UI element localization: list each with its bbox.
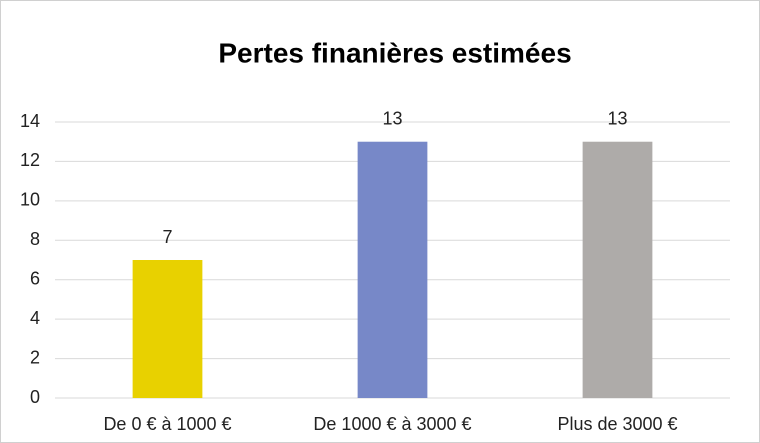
y-tick-label: 10 <box>20 190 40 210</box>
y-tick-label: 8 <box>30 229 40 249</box>
y-tick-label: 2 <box>30 347 40 367</box>
y-tick-label: 14 <box>20 111 40 131</box>
data-label: 13 <box>382 108 402 128</box>
data-label: 13 <box>607 108 627 128</box>
x-tick-label: De 1000 € à 3000 € <box>313 414 471 434</box>
data-label: 7 <box>162 227 172 247</box>
bar <box>132 260 203 398</box>
chart-title: Pertes finanières estimées <box>218 37 571 68</box>
y-tick-label: 0 <box>30 387 40 407</box>
y-tick-label: 12 <box>20 150 40 170</box>
x-tick-label: Plus de 3000 € <box>557 414 677 434</box>
bar <box>357 141 428 398</box>
y-tick-label: 4 <box>30 308 40 328</box>
bar <box>582 141 653 398</box>
x-tick-label: De 0 € à 1000 € <box>103 414 231 434</box>
y-tick-label: 6 <box>30 268 40 288</box>
